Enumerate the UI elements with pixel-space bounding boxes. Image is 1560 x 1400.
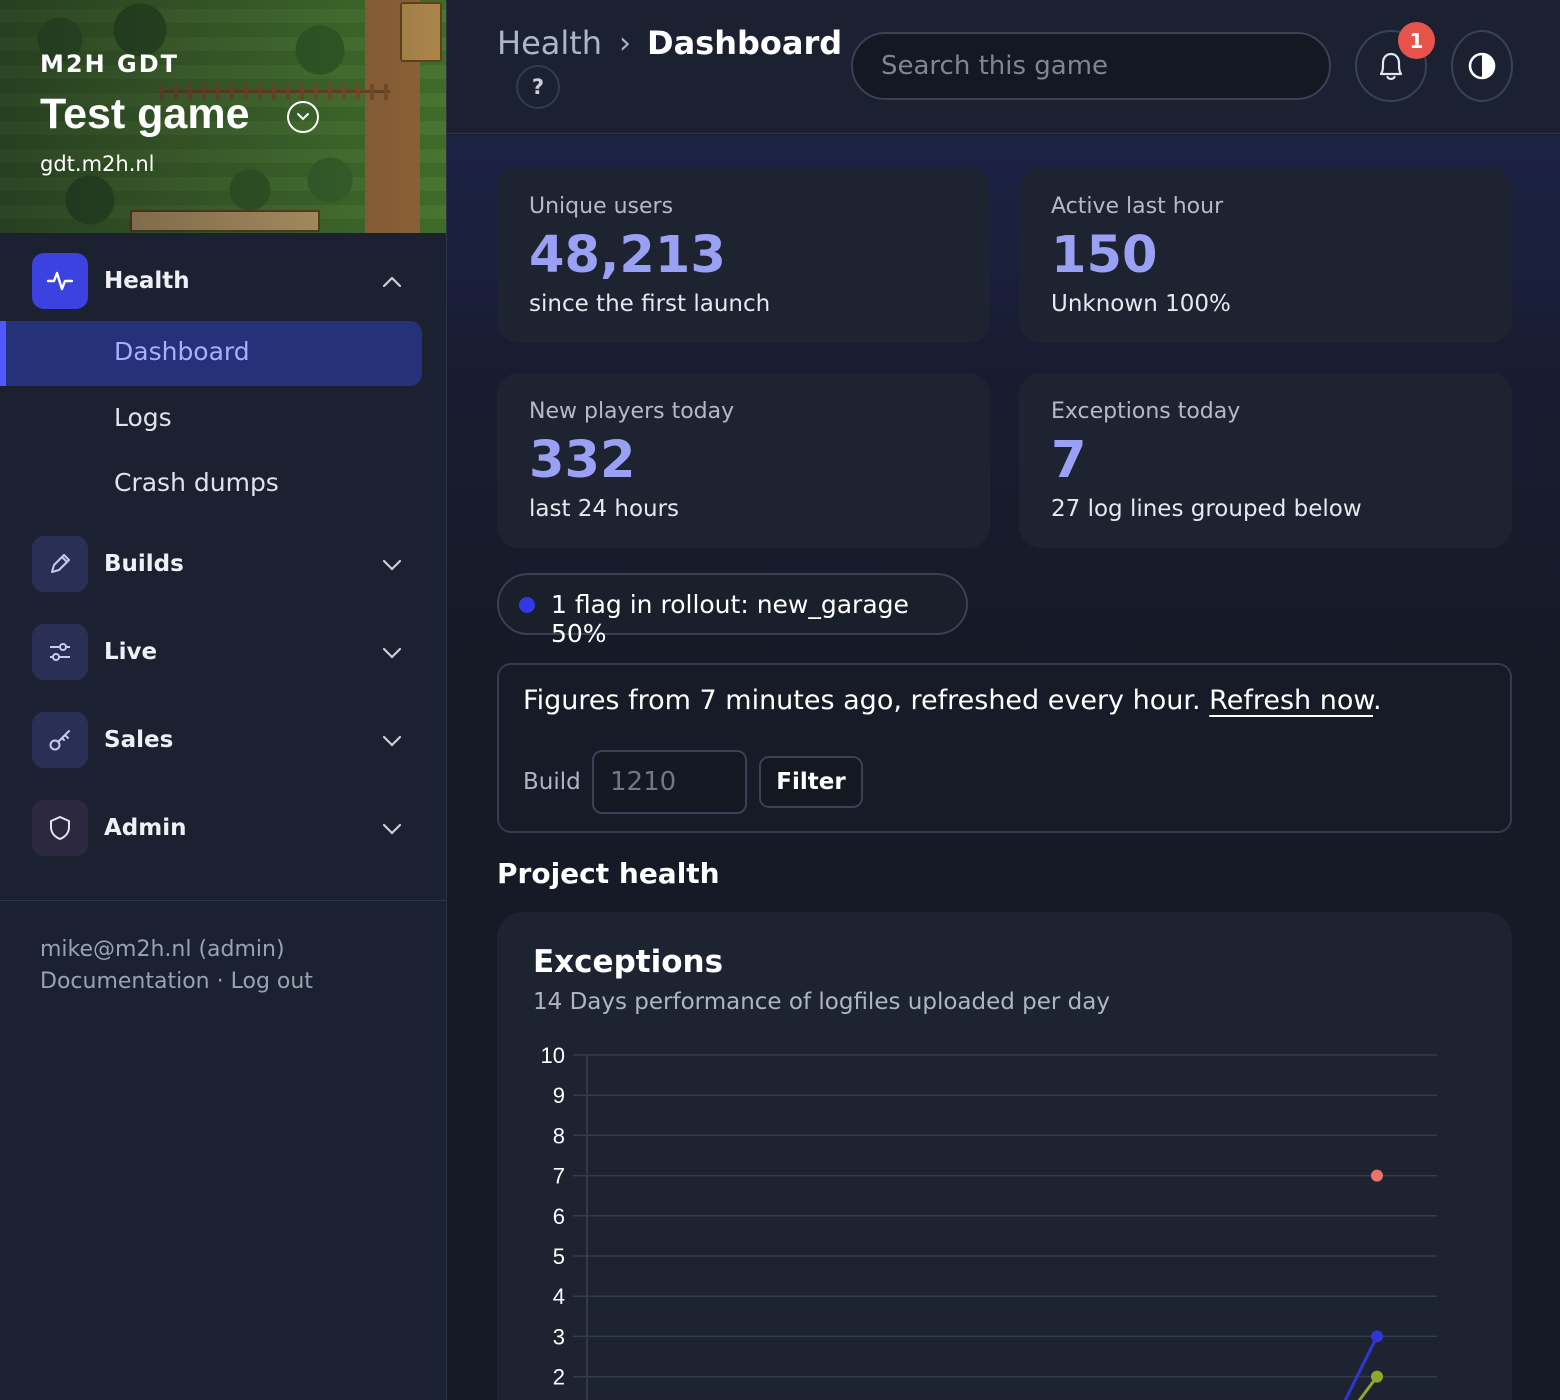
y-tick-label: 6 [553,1204,565,1229]
refresh-period: . [1372,685,1382,716]
nav-group-label: Admin [104,815,187,841]
y-tick-label: 9 [553,1083,565,1108]
bell-icon [1379,52,1403,80]
data-point-series-0[interactable] [1371,1169,1383,1182]
nav-group-admin[interactable]: Admin [0,796,446,860]
y-tick-label: 7 [553,1164,565,1189]
theme-toggle-button[interactable] [1451,30,1513,102]
key-icon [32,712,88,768]
stat-card-exceptions-today: Exceptions today 7 27 log lines grouped … [1019,373,1512,548]
y-tick-label: 5 [553,1244,565,1269]
data-point-series-1[interactable] [1371,1330,1383,1343]
nav-group-sales[interactable]: Sales [0,708,446,772]
stat-subtext: Unknown 100% [1051,291,1231,317]
nav-group-label: Builds [104,551,184,577]
notification-badge: 1 [1398,22,1435,59]
top-bar: Health › Dashboard ? 1 [447,0,1560,134]
chevron-up-icon [382,276,402,288]
game-header-banner: M2H GDT Test game gdt.m2h.nl [0,0,446,233]
stat-value: 332 [529,431,636,490]
nav-group-label: Live [104,639,158,665]
exceptions-chart-card: Exceptions 14 Days performance of logfil… [497,912,1512,1400]
game-switcher-chevron-icon[interactable] [287,101,319,133]
chevron-down-icon [382,559,402,571]
shield-icon [32,800,88,856]
series-line-1 [1343,1335,1379,1400]
flag-text: 1 flag in rollout: new_garage 50% [551,590,909,648]
nav-group-live[interactable]: Live [0,620,446,684]
sidebar: M2H GDT Test game gdt.m2h.nl Health Dash… [0,0,447,1400]
stat-label: Unique users [529,194,674,219]
chart-subtitle: 14 Days performance of logfiles uploaded… [533,989,1110,1015]
stat-value: 48,213 [529,226,726,285]
y-tick-label: 3 [553,1324,565,1349]
pencil-icon [32,536,88,592]
sidebar-item-logs[interactable]: Logs [114,403,172,432]
sliders-icon [32,624,88,680]
user-account: mike@m2h.nl (admin) [40,937,285,962]
sidebar-item-dashboard[interactable] [0,321,422,386]
sidebar-divider [0,900,446,901]
activity-icon [32,253,88,309]
stat-subtext: since the first launch [529,291,771,317]
sidebar-item-crash-dumps[interactable]: Crash dumps [114,468,279,497]
notifications-button[interactable] [1355,30,1427,102]
refresh-info-text: Figures from 7 minutes ago, refreshed ev… [523,685,1201,716]
feature-flag-pill[interactable]: 1 flag in rollout: new_garage 50% [497,573,968,648]
banner-shade [0,0,446,233]
y-tick-label: 10 [541,1043,565,1068]
breadcrumb-separator: › [619,26,631,61]
chart-title: Exceptions [533,944,724,980]
nav-group-label: Sales [104,727,174,753]
stat-subtext: last 24 hours [529,496,680,522]
nav-group-health[interactable]: Health [0,249,446,313]
build-filter-input[interactable] [592,750,747,814]
stat-value: 150 [1051,226,1158,285]
stat-subtext: 27 log lines grouped below [1051,496,1362,522]
build-filter-label: Build [523,769,581,795]
game-domain: gdt.m2h.nl [40,152,155,176]
stat-label: New players today [529,399,735,424]
breadcrumb-parent[interactable]: Health [497,24,603,62]
sidebar-item-dashboard-label[interactable]: Dashboard [114,337,250,366]
stat-label: Exceptions today [1051,399,1241,424]
chevron-down-icon [382,647,402,659]
chevron-down-icon [382,823,402,835]
footer-separator: · [216,969,224,994]
game-title: Test game [40,90,250,138]
chevron-down-icon [382,735,402,747]
flag-status-dot [519,597,535,613]
documentation-link[interactable]: Documentation [40,969,210,994]
nav-group-builds[interactable]: Builds [0,532,446,596]
section-title: Project health [497,857,720,890]
footer-links: Documentation · Log out [40,969,313,994]
stat-card-active-last-hour: Active last hour 150 Unknown 100% [1019,168,1512,343]
exceptions-line-chart: 10 9 8 7 6 5 4 3 2 [541,1043,1437,1400]
org-label: M2H GDT [40,50,180,78]
refresh-now-link[interactable]: Refresh now [1209,685,1373,716]
stat-card-unique-users: Unique users 48,213 since the first laun… [497,168,990,343]
series-line-2 [1357,1375,1379,1400]
filter-button[interactable]: Filter [759,756,863,808]
search-input[interactable] [851,32,1331,100]
stat-value: 7 [1051,431,1087,490]
active-indicator [0,321,6,386]
refresh-info: Figures from 7 minutes ago, refreshed ev… [523,685,1382,716]
nav-group-label: Health [104,268,190,294]
main-content: Unique users 48,213 since the first laun… [447,135,1560,1400]
data-point-series-2[interactable] [1371,1370,1383,1383]
page-title: Dashboard [647,24,843,62]
y-tick-label: 4 [553,1284,565,1309]
help-button[interactable]: ? [516,65,560,109]
contrast-icon [1468,52,1496,80]
stat-card-new-players: New players today 332 last 24 hours [497,373,990,548]
y-tick-label: 2 [553,1365,565,1390]
logout-link[interactable]: Log out [230,969,313,994]
y-tick-label: 8 [553,1123,565,1148]
refresh-filter-panel: Figures from 7 minutes ago, refreshed ev… [497,663,1512,833]
stat-label: Active last hour [1051,194,1224,219]
